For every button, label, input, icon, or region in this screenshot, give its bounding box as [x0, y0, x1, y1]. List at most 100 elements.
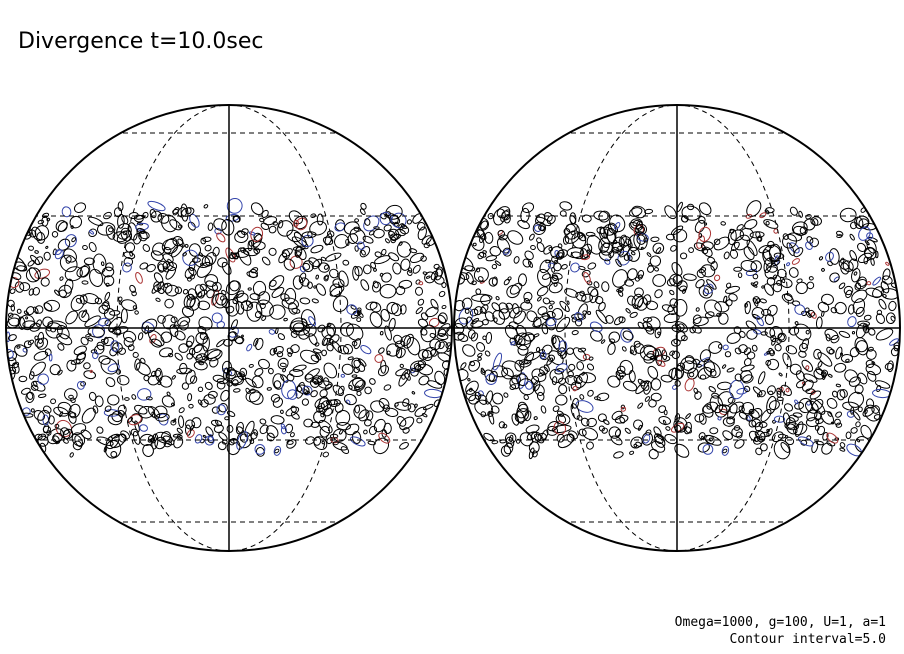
contour [72, 440, 83, 451]
contour [292, 275, 304, 290]
contour [11, 362, 20, 374]
contour [842, 401, 860, 411]
contour [543, 245, 553, 255]
contour [815, 367, 824, 375]
contour [221, 261, 232, 275]
contour [845, 358, 850, 363]
contour [172, 236, 184, 247]
contour [138, 405, 155, 419]
contour [298, 329, 310, 340]
contour [692, 316, 709, 327]
contour [676, 323, 685, 332]
contour [852, 298, 866, 315]
contour [836, 230, 844, 237]
contour [9, 288, 16, 294]
contour [833, 362, 847, 373]
contour [601, 427, 608, 434]
contour [882, 268, 891, 281]
contour [758, 421, 768, 428]
contour [358, 409, 370, 422]
contour [156, 281, 164, 290]
contour [500, 445, 512, 457]
contour [794, 323, 812, 341]
contour [512, 303, 520, 315]
contour [814, 410, 822, 421]
contour [223, 338, 233, 347]
contour [647, 265, 655, 273]
contour [600, 242, 614, 256]
contour [614, 414, 629, 424]
contour [7, 313, 21, 327]
contour [215, 292, 227, 306]
contour [7, 312, 14, 318]
contour [750, 282, 758, 288]
contour [773, 415, 786, 423]
contour [849, 233, 855, 241]
contour [83, 362, 91, 370]
contour [245, 300, 252, 308]
contour [460, 362, 467, 370]
contour [696, 235, 706, 249]
contour [752, 313, 760, 319]
contour [380, 308, 390, 322]
contour [37, 373, 49, 385]
contour [722, 430, 733, 440]
contour [313, 436, 328, 451]
contour [722, 448, 728, 454]
contour [309, 378, 320, 388]
contour [256, 299, 274, 317]
contour [650, 236, 660, 243]
contour [806, 435, 812, 441]
contour [818, 256, 824, 261]
contour [48, 353, 53, 362]
contour [589, 321, 603, 333]
contour [354, 245, 359, 252]
contour [795, 370, 805, 381]
contour [151, 283, 160, 294]
contour [374, 354, 384, 363]
contour [849, 250, 858, 262]
contour [518, 359, 529, 365]
contour [30, 254, 40, 265]
contour [406, 337, 421, 356]
contour [347, 356, 354, 361]
contour [726, 367, 735, 373]
contour [845, 289, 853, 299]
contour [874, 380, 891, 389]
contour [357, 358, 367, 367]
contour [352, 377, 364, 388]
contour [388, 228, 400, 241]
contour [488, 411, 495, 425]
contour [257, 291, 271, 306]
contour [642, 321, 653, 332]
contour [254, 444, 266, 455]
contour [207, 349, 223, 362]
contour [727, 403, 738, 420]
contour [635, 441, 643, 447]
contour [571, 251, 584, 260]
contour [255, 337, 264, 351]
contour [259, 424, 269, 435]
contour [857, 320, 870, 327]
contour [118, 300, 122, 305]
contour [150, 210, 163, 223]
contour [474, 399, 493, 416]
contour [357, 311, 364, 318]
contour [369, 301, 382, 313]
contour [759, 298, 767, 304]
contour [825, 251, 834, 262]
title: Divergence t=10.0sec [18, 29, 263, 54]
contour [353, 226, 362, 232]
contour [517, 372, 526, 389]
contour [480, 220, 489, 230]
contour [116, 375, 130, 386]
contour [797, 436, 814, 447]
contour [226, 424, 234, 433]
contour [354, 266, 363, 277]
contour [25, 306, 35, 316]
contour [709, 368, 717, 377]
contour [805, 365, 810, 370]
contour [310, 390, 318, 398]
contour [595, 296, 604, 305]
contour [704, 299, 722, 317]
